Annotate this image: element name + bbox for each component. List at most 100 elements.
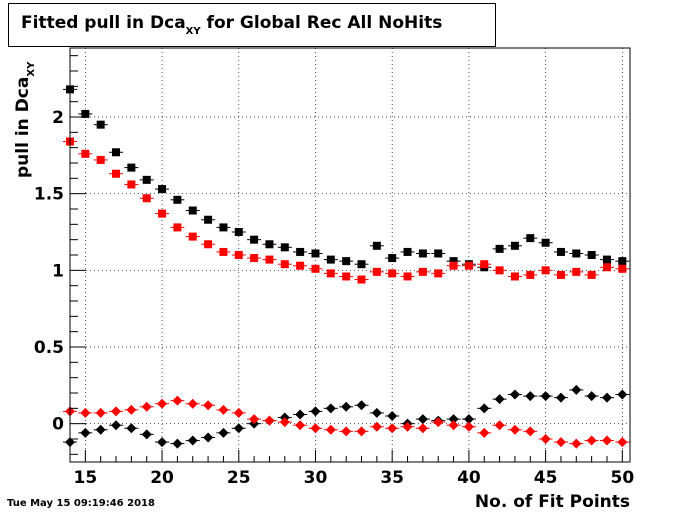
- data-point-square: [188, 232, 197, 241]
- data-point-square: [234, 251, 243, 259]
- data-point-diamond: [310, 423, 321, 434]
- data-point-square: [296, 247, 305, 256]
- data-point-diamond: [433, 417, 444, 428]
- data-point-diamond: [525, 391, 536, 402]
- data-point-square: [342, 272, 351, 281]
- data-point-square: [510, 241, 519, 250]
- data-point-diamond: [371, 407, 382, 418]
- x-tick-label: 30: [304, 468, 328, 488]
- data-point-diamond: [218, 427, 229, 438]
- data-point-square: [265, 240, 274, 249]
- data-point-square: [173, 223, 182, 232]
- x-tick-label: 40: [457, 468, 481, 488]
- data-point-square: [326, 255, 335, 264]
- y-tick-label: 1: [52, 261, 64, 281]
- data-point-square: [449, 257, 458, 266]
- x-tick-label: 25: [227, 468, 251, 488]
- x-tick-label: 35: [380, 468, 404, 488]
- data-point-diamond: [387, 411, 398, 421]
- data-point-square: [234, 228, 243, 236]
- data-point-square: [158, 185, 167, 194]
- x-tick-label: 15: [74, 468, 98, 488]
- data-point-square: [250, 254, 259, 263]
- data-point-square: [480, 260, 489, 269]
- data-point-diamond: [463, 414, 474, 425]
- title-prefix: Fitted pull in Dca: [21, 13, 186, 33]
- data-point-diamond: [141, 429, 152, 440]
- data-point-square: [326, 269, 335, 278]
- data-point-square: [495, 244, 504, 253]
- data-point-square: [188, 206, 197, 215]
- data-point-square: [81, 149, 90, 158]
- x-tick-label: 50: [610, 468, 634, 488]
- data-point-diamond: [341, 426, 352, 437]
- data-point-square: [618, 257, 627, 266]
- data-point-square: [449, 261, 458, 270]
- data-point-square: [250, 235, 259, 244]
- data-point-diamond: [187, 435, 198, 446]
- title-subscript: XY: [185, 26, 201, 37]
- data-point-diamond: [295, 420, 306, 431]
- data-point-square: [495, 266, 504, 275]
- data-point-diamond: [172, 395, 183, 406]
- data-point-diamond: [325, 403, 336, 414]
- data-point-diamond: [525, 426, 536, 437]
- y-axis-label-prefix: pull in Dca: [13, 76, 33, 178]
- data-point-square: [434, 249, 443, 258]
- x-axis-label: No. of Fit Points: [474, 492, 630, 512]
- data-point-square: [541, 238, 550, 247]
- data-point-diamond: [295, 409, 306, 420]
- data-point-diamond: [80, 407, 91, 418]
- axes: 15 20 25 30 35 40 45 50 0 0.5 1 1.5 2: [34, 55, 634, 488]
- data-point-square: [112, 148, 121, 157]
- data-point-diamond: [80, 427, 91, 438]
- data-point-square: [204, 240, 213, 249]
- data-point-square: [572, 249, 581, 258]
- data-point-diamond: [555, 392, 566, 403]
- data-point-square: [280, 243, 289, 252]
- data-point-diamond: [341, 401, 352, 412]
- data-point-diamond: [448, 414, 459, 425]
- data-point-square: [556, 270, 565, 279]
- data-point-diamond: [218, 404, 229, 415]
- data-point-square: [342, 257, 351, 266]
- data-point-diamond: [479, 403, 490, 414]
- data-point-square: [219, 247, 228, 256]
- data-point-diamond: [111, 420, 122, 431]
- data-point-square: [618, 264, 627, 273]
- data-point-diamond: [325, 424, 336, 435]
- data-point-square: [541, 266, 550, 275]
- data-point-square: [418, 249, 427, 258]
- data-point-diamond: [157, 437, 168, 448]
- data-point-diamond: [571, 384, 582, 395]
- data-point-diamond: [387, 423, 398, 434]
- data-point-diamond: [157, 398, 168, 409]
- data-point-square: [372, 267, 381, 276]
- data-point-square: [158, 209, 167, 218]
- data-point-square: [357, 260, 366, 269]
- data-point-square: [526, 234, 535, 243]
- data-point-diamond: [279, 417, 290, 428]
- data-point-square: [403, 272, 412, 281]
- data-point-square: [142, 194, 151, 203]
- y-tick-label: 0.5: [34, 338, 64, 358]
- y-tick-label: 0: [52, 415, 64, 435]
- data-point-diamond: [95, 424, 106, 435]
- data-point-diamond: [586, 435, 597, 446]
- data-point-diamond: [494, 394, 505, 405]
- data-point-square: [96, 155, 105, 164]
- data-point-diamond: [617, 389, 628, 400]
- data-point-diamond: [95, 407, 106, 418]
- data-point-diamond: [264, 415, 275, 426]
- x-tick-label: 45: [534, 468, 558, 488]
- title-box: Fitted pull in DcaXY for Global Rec All …: [8, 3, 496, 47]
- data-point-square: [587, 270, 596, 279]
- data-point-square: [434, 269, 443, 278]
- data-point-diamond: [402, 421, 413, 432]
- data-point-square: [510, 272, 519, 281]
- data-point-square: [81, 109, 90, 118]
- data-point-diamond: [172, 438, 183, 449]
- y-tick-label: 1.5: [34, 185, 64, 205]
- x-tick-label: 20: [150, 468, 174, 488]
